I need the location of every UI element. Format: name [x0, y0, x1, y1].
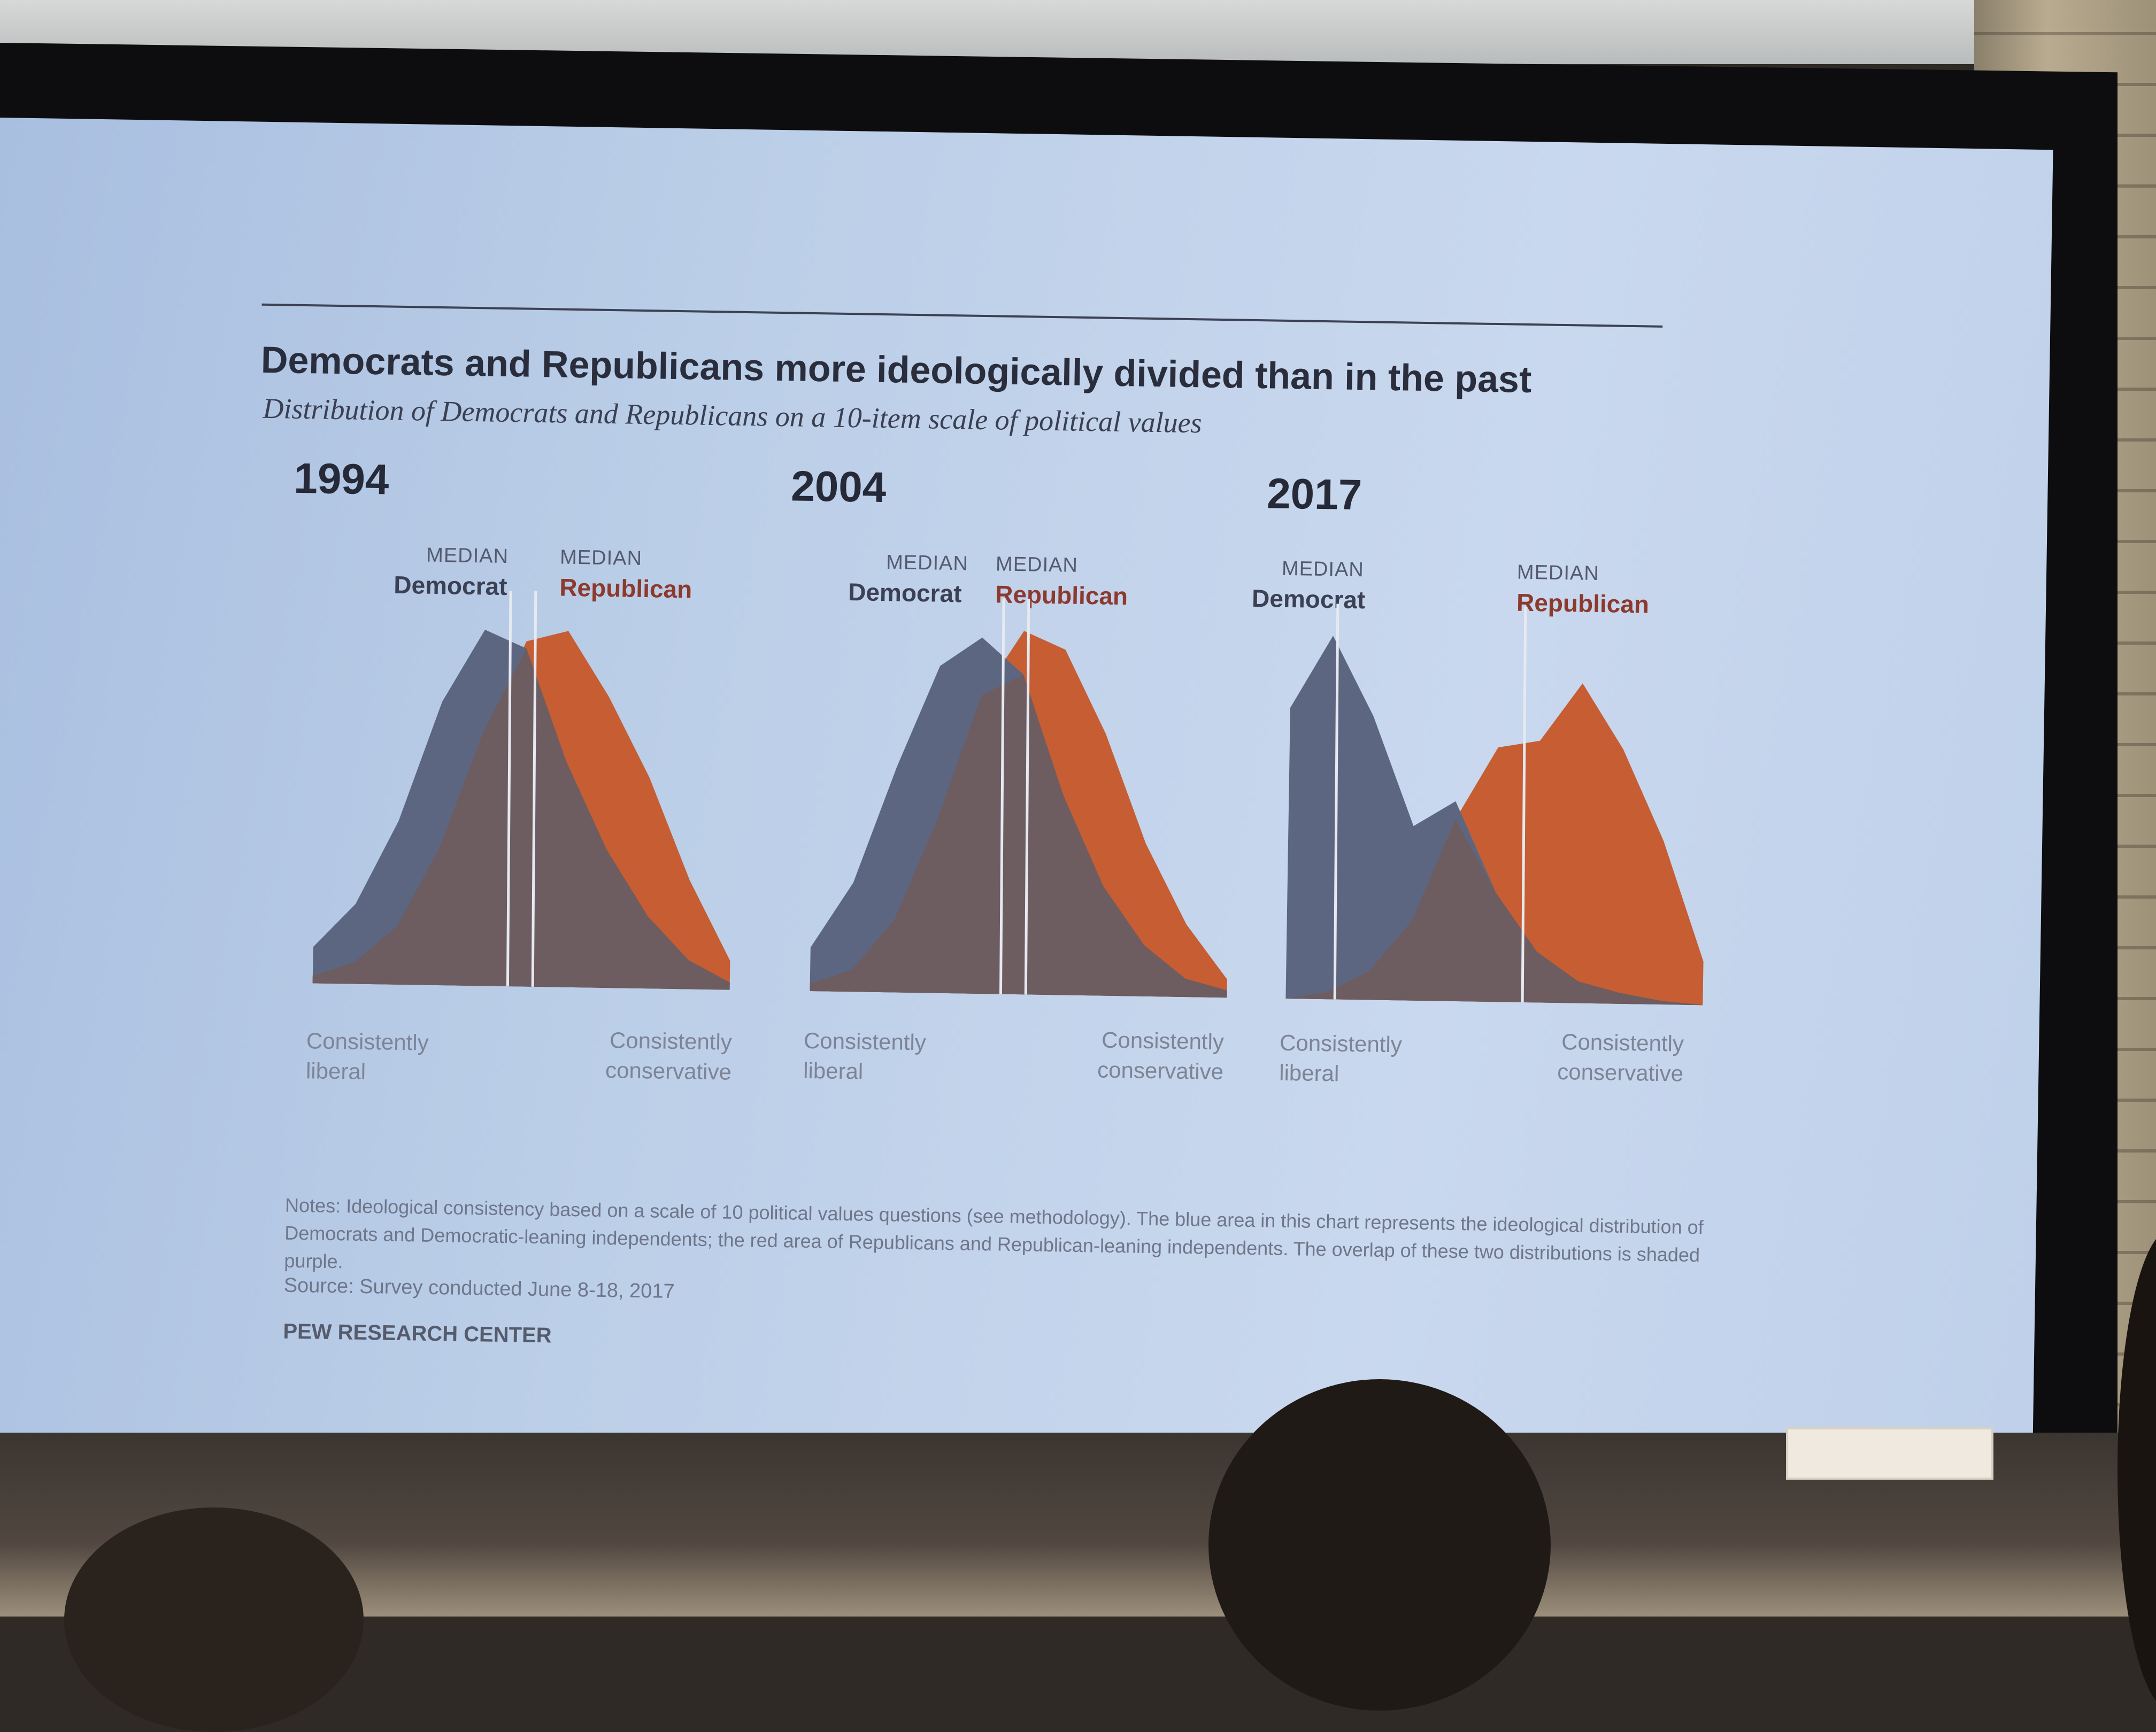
- conservative-line1: Consistently: [609, 1027, 733, 1055]
- liberal-line1: Consistently: [1279, 1030, 1403, 1057]
- overlap-area: [810, 674, 1227, 998]
- liberal-line2: liberal: [1279, 1060, 1339, 1086]
- median-republican-line: [1521, 606, 1527, 1002]
- distribution-chart: [312, 591, 730, 990]
- conservative-line1: Consistently: [1561, 1029, 1684, 1056]
- median-caption-dem: MEDIAN: [426, 544, 509, 568]
- median-caption-rep: MEDIAN: [995, 553, 1079, 577]
- year-label: 2017: [1266, 469, 1362, 519]
- liberal-line1: Consistently: [306, 1028, 429, 1055]
- distribution-chart: [1285, 604, 1704, 1006]
- median-democrat-line: [999, 598, 1005, 994]
- slide-title: Democrats and Republicans more ideologic…: [260, 338, 1532, 401]
- brick-mortar-line: [1974, 32, 2156, 35]
- projected-slide: Democrats and Republicans more ideologic…: [0, 118, 2053, 1465]
- median-democrat-line: [1333, 604, 1339, 1000]
- overlap-area: [1285, 819, 1703, 1006]
- audience-head: [1208, 1379, 1551, 1711]
- liberal-label: Consistently liberal: [306, 1026, 429, 1088]
- conservative-label: Consistently conservative: [605, 1025, 733, 1087]
- republican-area: [1285, 683, 1704, 1006]
- conservative-line1: Consistently: [1101, 1027, 1225, 1055]
- year-label: 2004: [790, 462, 887, 512]
- median-caption-rep: MEDIAN: [559, 546, 643, 570]
- median-caption-dem: MEDIAN: [1281, 557, 1365, 582]
- panel-2004: 2004 MEDIAN Democrat MEDIAN Republican C…: [781, 461, 1273, 1164]
- conservative-line2: conservative: [1097, 1057, 1224, 1085]
- liberal-line2: liberal: [305, 1058, 366, 1084]
- conservative-line2: conservative: [1557, 1058, 1684, 1086]
- democrat-area: [1285, 636, 1703, 1006]
- conservative-label: Consistently conservative: [1557, 1027, 1684, 1089]
- title-rule: [261, 303, 1663, 328]
- median-republican-line: [1024, 599, 1030, 995]
- audience-head: [64, 1507, 364, 1732]
- year-label: 1994: [293, 454, 390, 504]
- conservative-line2: conservative: [605, 1057, 732, 1085]
- distribution-chart: [810, 598, 1227, 998]
- median-caption-dem: MEDIAN: [886, 551, 969, 575]
- pew-credit: PEW RESEARCH CENTER: [283, 1319, 552, 1348]
- median-republican-line: [531, 591, 537, 987]
- liberal-line1: Consistently: [803, 1027, 927, 1055]
- overlap-area: [312, 648, 730, 990]
- liberal-line2: liberal: [803, 1057, 864, 1084]
- liberal-label: Consistently liberal: [1279, 1028, 1402, 1090]
- panel-1994: 1994 MEDIAN Democrat MEDIAN Republican C…: [283, 454, 775, 1156]
- median-democrat-line: [506, 591, 512, 987]
- median-caption-rep: MEDIAN: [1516, 561, 1600, 585]
- liberal-label: Consistently liberal: [803, 1026, 926, 1088]
- panel-2017: 2017 MEDIAN Democrat MEDIAN Republican C…: [1252, 469, 1749, 1171]
- conservative-label: Consistently conservative: [1097, 1025, 1225, 1087]
- wall-outlet: [1786, 1427, 1993, 1480]
- slide-subtitle: Distribution of Democrats and Republican…: [263, 392, 1203, 439]
